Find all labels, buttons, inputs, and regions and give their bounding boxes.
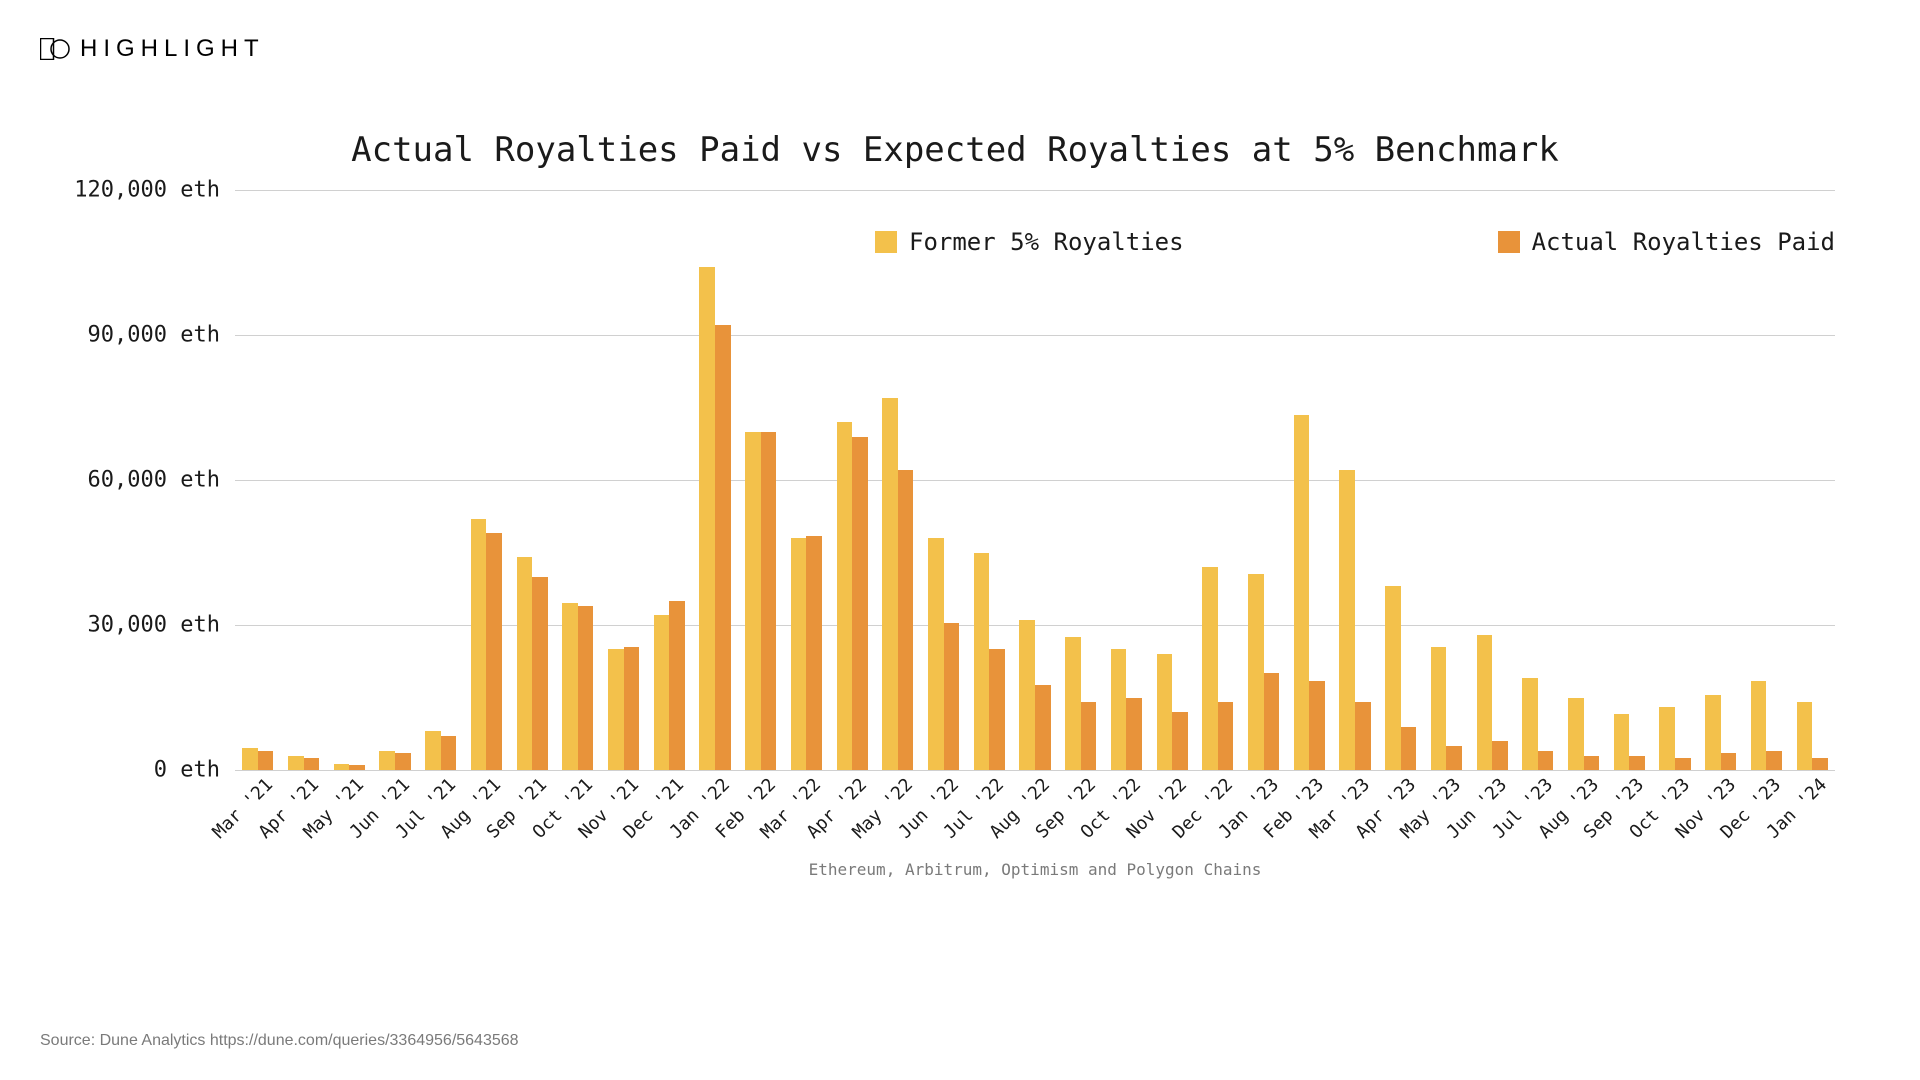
y-axis-label: 60,000 eth	[88, 468, 220, 493]
bar-expected	[334, 764, 350, 770]
y-axis-label: 30,000 eth	[88, 613, 220, 638]
chart-legend: Former 5% Royalties Actual Royalties Pai…	[875, 228, 1835, 256]
bar-actual	[441, 736, 457, 770]
bar-expected	[608, 649, 624, 770]
bar-actual	[1081, 702, 1097, 770]
highlight-icon	[40, 38, 70, 60]
bar-actual	[486, 533, 502, 770]
bar-actual	[1172, 712, 1188, 770]
bar-expected	[837, 422, 853, 770]
chart-plot: 0 eth30,000 eth60,000 eth90,000 eth120,0…	[235, 190, 1835, 770]
bar-actual	[1355, 702, 1371, 770]
bar-actual	[1492, 741, 1508, 770]
bar-actual	[1538, 751, 1554, 770]
bar-expected	[1385, 586, 1401, 770]
bar-expected	[425, 731, 441, 770]
bar-actual	[898, 470, 914, 770]
bar-actual	[1766, 751, 1782, 770]
bar-expected	[1751, 681, 1767, 770]
bar-actual	[715, 325, 731, 770]
bar-actual	[852, 437, 868, 771]
bar-expected	[1522, 678, 1538, 770]
bar-actual	[1218, 702, 1234, 770]
bar-expected	[1431, 647, 1447, 770]
bar-actual	[1584, 756, 1600, 771]
bar-actual	[1721, 753, 1737, 770]
bar-expected	[928, 538, 944, 770]
bar-expected	[1111, 649, 1127, 770]
bar-actual	[1035, 685, 1051, 770]
bar-actual	[578, 606, 594, 770]
bar-expected	[1568, 698, 1584, 771]
source-attribution: Source: Dune Analytics https://dune.com/…	[40, 1032, 519, 1050]
bar-expected	[1797, 702, 1813, 770]
bar-actual	[1401, 727, 1417, 771]
y-axis-label: 0 eth	[154, 758, 220, 783]
bar-actual	[258, 751, 274, 770]
chart-title: Actual Royalties Paid vs Expected Royalt…	[55, 130, 1855, 170]
bar-actual	[395, 753, 411, 770]
bar-actual	[806, 536, 822, 770]
bar-expected	[654, 615, 670, 770]
bar-expected	[1659, 707, 1675, 770]
bar-expected	[471, 519, 487, 770]
bar-actual	[761, 432, 777, 770]
bar-expected	[1248, 574, 1264, 770]
bar-expected	[882, 398, 898, 770]
bar-expected	[1339, 470, 1355, 770]
brand-logo: HIGHLIGHT	[40, 35, 265, 63]
bar-actual	[989, 649, 1005, 770]
legend-item-actual: Actual Royalties Paid	[1498, 228, 1835, 256]
bar-expected	[517, 557, 533, 770]
bar-expected	[1065, 637, 1081, 770]
chart-subtitle: Ethereum, Arbitrum, Optimism and Polygon…	[235, 860, 1835, 879]
bar-expected	[562, 603, 578, 770]
bar-actual	[1126, 698, 1142, 771]
gridline	[235, 770, 1835, 771]
bar-actual	[944, 623, 960, 770]
bar-expected	[699, 267, 715, 770]
bar-expected	[288, 756, 304, 771]
bar-expected	[745, 432, 761, 770]
bar-actual	[304, 758, 320, 770]
legend-swatch	[1498, 231, 1520, 253]
bar-expected	[1614, 714, 1630, 770]
bar-actual	[624, 647, 640, 770]
bar-actual	[1812, 758, 1828, 770]
bar-actual	[669, 601, 685, 770]
bar-expected	[1294, 415, 1310, 770]
bar-expected	[1019, 620, 1035, 770]
bar-actual	[349, 765, 365, 770]
bar-expected	[242, 748, 258, 770]
bar-expected	[1705, 695, 1721, 770]
bar-expected	[1157, 654, 1173, 770]
bar-actual	[532, 577, 548, 770]
bar-expected	[1477, 635, 1493, 770]
y-axis-label: 120,000 eth	[74, 178, 220, 203]
bar-actual	[1675, 758, 1691, 770]
legend-label: Former 5% Royalties	[909, 228, 1184, 256]
legend-label: Actual Royalties Paid	[1532, 228, 1835, 256]
bar-expected	[974, 553, 990, 771]
bar-actual	[1446, 746, 1462, 770]
royalties-chart: Actual Royalties Paid vs Expected Royalt…	[55, 170, 1855, 820]
bar-actual	[1309, 681, 1325, 770]
bar-expected	[1202, 567, 1218, 770]
bar-actual	[1629, 756, 1645, 771]
bar-expected	[791, 538, 807, 770]
legend-item-expected: Former 5% Royalties	[875, 228, 1184, 256]
bar-expected	[379, 751, 395, 770]
y-axis-label: 90,000 eth	[88, 323, 220, 348]
bar-actual	[1264, 673, 1280, 770]
legend-swatch	[875, 231, 897, 253]
brand-text: HIGHLIGHT	[80, 35, 265, 63]
